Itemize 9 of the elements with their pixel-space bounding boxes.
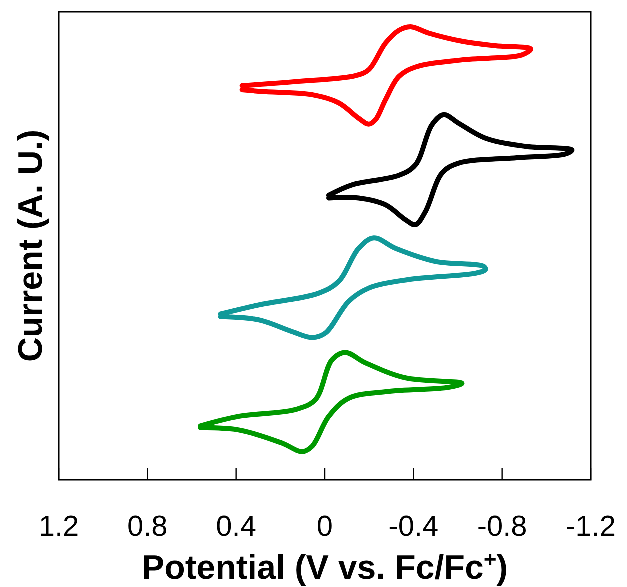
x-tick-label: 0.4: [216, 511, 256, 543]
x-tick-label: 0: [316, 511, 334, 543]
x-tick-label: -0.4: [388, 511, 439, 543]
x-tick-label: -0.8: [477, 511, 528, 543]
x-tick-label: 0.8: [128, 511, 168, 543]
x-axis-title: Potential (V vs. Fc/Fc$^{+}$): [142, 546, 508, 587]
x-tick-label: 1.2: [38, 511, 80, 543]
x-tick-label: -1.2: [566, 511, 616, 543]
y-axis-title: Current (A. U.): [12, 130, 50, 362]
